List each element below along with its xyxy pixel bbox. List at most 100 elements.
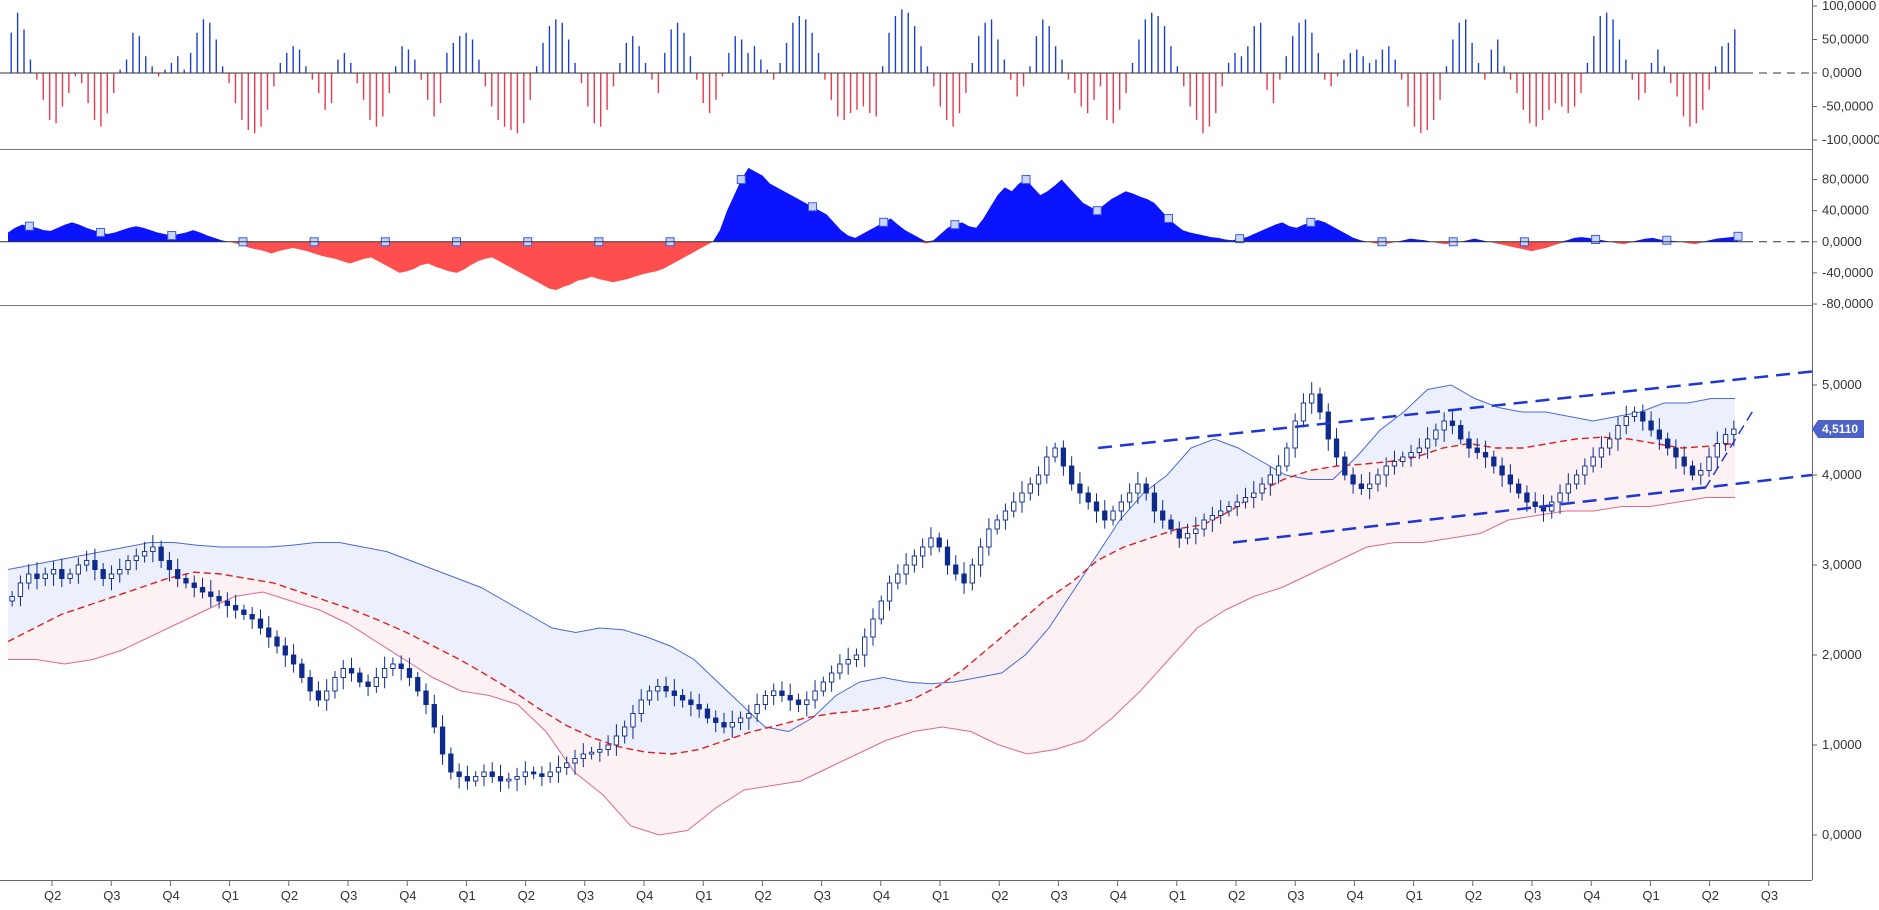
candle-body: [630, 713, 636, 728]
candle-body: [1698, 470, 1704, 476]
candle-body: [1375, 474, 1381, 485]
x-tick-label: Q1: [222, 888, 239, 903]
candle-body: [1557, 492, 1563, 503]
candle-body: [1615, 425, 1621, 440]
last-price-badge-shape: [1812, 420, 1864, 439]
candle-body: [100, 569, 106, 579]
candle-body: [1722, 434, 1729, 444]
x-tick-label: Q3: [1524, 888, 1541, 903]
x-tick-label: Q1: [695, 888, 712, 903]
candle-body: [1532, 501, 1538, 507]
x-tick-label: Q2: [44, 888, 61, 903]
last-price-badge: 4,5110: [1812, 420, 1864, 439]
candle-body: [50, 569, 57, 575]
candle-body: [564, 762, 570, 768]
candle-body: [1689, 465, 1696, 476]
candle-body: [572, 758, 578, 764]
x-tick-label: Q2: [518, 888, 535, 903]
candle-body: [415, 677, 421, 692]
candle-body: [1168, 519, 1174, 530]
candle-body: [613, 735, 620, 746]
candle-body: [208, 591, 214, 597]
candle-body: [266, 627, 272, 638]
candle-body: [1069, 465, 1075, 485]
y-tick-label: 100,0000: [1822, 0, 1876, 13]
candle-body: [348, 668, 355, 674]
candle-body: [1482, 452, 1489, 458]
x-tick-label: Q2: [281, 888, 298, 903]
candle-body: [390, 663, 396, 669]
candle-body: [481, 771, 487, 777]
candle-body: [1077, 483, 1083, 494]
candle-body: [1325, 411, 1331, 440]
signal-marker: [1163, 213, 1173, 223]
candle-body: [381, 668, 388, 678]
candle-body: [1640, 411, 1646, 422]
y-tick-label: 50,0000: [1822, 32, 1869, 47]
candle-body: [108, 573, 115, 579]
candle-body: [307, 677, 313, 692]
candle-body: [1582, 465, 1588, 476]
candle-body: [696, 704, 702, 710]
x-tick-label: Q4: [1346, 888, 1363, 903]
candle-body: [1590, 456, 1596, 467]
x-tick-label: Q4: [162, 888, 179, 903]
candle-body: [282, 645, 288, 656]
signal-marker: [24, 221, 34, 231]
candle-body: [580, 753, 586, 759]
x-axis-ticks: Q2 Q3 Q4 Q1 Q2 Q3 Q4 Q1 Q2 Q3 Q4 Q1 Q2 Q3 Q4 Q1 Q2 Q3 Q4 Q1…: [44, 880, 1778, 903]
candle-body: [837, 663, 843, 674]
candle-body: [969, 564, 975, 584]
candle-body: [820, 681, 826, 692]
candle-body: [1424, 438, 1431, 449]
x-tick-label: Q3: [1050, 888, 1067, 903]
candle-body: [911, 555, 918, 566]
candle-body: [646, 690, 653, 701]
candle-body: [1631, 411, 1638, 417]
signal-marker: [1235, 234, 1245, 244]
candle-body: [1234, 501, 1240, 507]
candle-body: [638, 699, 644, 714]
candle-body: [895, 573, 901, 584]
candle-body: [737, 717, 744, 723]
candle-body: [588, 751, 595, 755]
candle-body: [903, 564, 909, 575]
y-tick-label: 1,0000: [1822, 737, 1862, 752]
candle-body: [1118, 501, 1124, 512]
candle-body: [539, 773, 545, 777]
candle-body: [1367, 483, 1373, 489]
candle-body: [1416, 447, 1422, 453]
channel-upper-line: [1097, 370, 1813, 450]
candle-body: [1714, 443, 1720, 458]
candle-body: [489, 771, 495, 777]
candle-body: [431, 704, 437, 728]
candle-body: [1044, 456, 1050, 476]
candle-body: [936, 537, 942, 548]
candle-body: [17, 582, 24, 597]
candle-body: [464, 776, 471, 782]
candle-body: [953, 564, 959, 575]
candle-body: [324, 690, 330, 701]
signal-marker: [1306, 217, 1316, 227]
candle-body: [1209, 515, 1216, 521]
candle-body: [117, 569, 123, 575]
candle-body: [886, 582, 893, 602]
candle-body: [671, 690, 677, 696]
candle-body: [1176, 528, 1182, 539]
x-tick-label: Q3: [103, 888, 120, 903]
signal-marker: [950, 220, 960, 230]
x-tick-label: Q1: [1406, 888, 1423, 903]
candle-body: [530, 771, 537, 775]
candle-body: [1019, 492, 1025, 503]
candle-body: [1358, 483, 1365, 489]
x-tick-label: Q3: [340, 888, 357, 903]
candle-body: [845, 659, 851, 665]
x-tick-label: Q4: [1583, 888, 1600, 903]
candle-body: [1193, 528, 1199, 534]
candle-body: [26, 573, 32, 584]
candle-body: [423, 690, 429, 705]
x-tick-label: Q1: [1642, 888, 1659, 903]
x-tick-label: Q2: [1228, 888, 1245, 903]
candle-body: [1275, 465, 1282, 476]
